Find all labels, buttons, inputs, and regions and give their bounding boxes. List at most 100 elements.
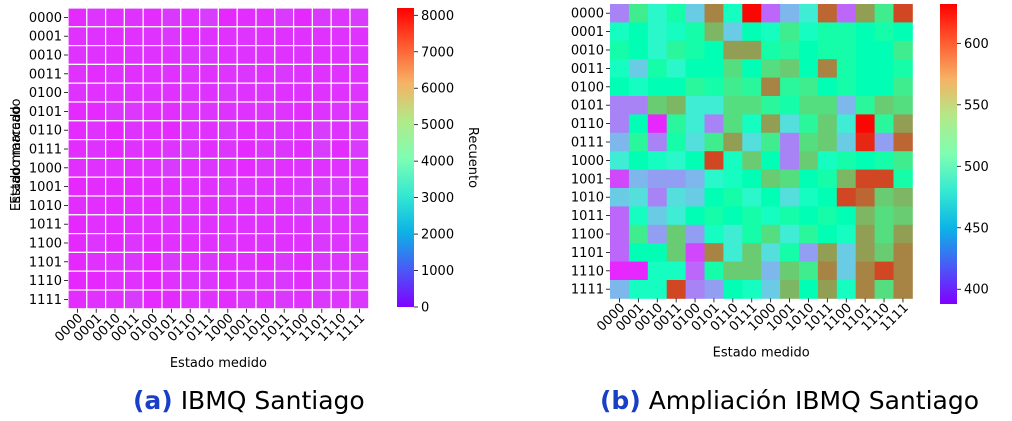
heatmap-cell [836,261,857,281]
heatmap-cell [685,280,705,299]
heatmap-cell [817,151,838,170]
heatmap-cell [255,176,276,197]
heatmap-cell [836,22,857,42]
heatmap-cell [255,44,276,65]
heatmap-cell [123,270,144,291]
heatmap-cell [780,169,800,189]
heatmap-cell [293,289,314,310]
heatmap-cell [330,82,351,103]
heatmap-cell [874,114,894,134]
heatmap-cell [274,233,295,254]
heatmap-cell [161,63,182,84]
y-tick-label: 1001 [571,172,604,187]
heatmap-cell [199,26,220,47]
heatmap-cell [311,44,332,65]
heatmap-cell [161,7,182,28]
heatmap-cell [723,280,743,299]
heatmap-cell [180,176,201,197]
heatmap-cell [780,243,800,262]
heatmap-cell [349,44,370,65]
heatmap-cell [274,44,295,65]
heatmap-cell [742,224,762,244]
heatmap-cell [180,195,201,216]
heatmap-cell [142,289,163,310]
y-tick-label: 0100 [29,86,62,101]
heatmap-cell [855,206,875,226]
heatmap-cell [104,214,125,235]
heatmap-cell [86,26,107,47]
heatmap-cell [161,44,182,65]
heatmap-cell [199,44,220,65]
heatmap-cell [817,4,838,23]
heatmap-cell [836,280,857,299]
heatmap-cell [817,114,838,134]
heatmap-cell [761,4,781,23]
heatmap-cell [330,251,351,272]
heatmap-cell [666,151,686,170]
heatmap-cell [855,243,875,262]
heatmap-cell [666,59,686,78]
heatmap-cell [685,22,705,42]
heatmap-cell [142,176,163,197]
heatmap-cell [610,132,630,152]
heatmap-cell [274,176,295,197]
heatmap-cell [855,40,875,60]
colorbar-tick-label: 2000 [421,228,454,243]
heatmap-cell [761,77,781,97]
colorbar-label: Recuento [1008,123,1012,184]
heatmap-cell [67,7,88,28]
heatmap-cell [255,101,276,122]
heatmap-cell [836,77,857,97]
heatmap-cell [780,59,800,78]
heatmap-cell [236,289,257,310]
heatmap-cell [647,224,668,244]
heatmap-cell [349,176,370,197]
y-tick-label: 0010 [571,44,604,59]
heatmap-cell [610,224,630,244]
colorbar-label: Recuento [465,127,480,188]
heatmap-cell [199,63,220,84]
heatmap-cell [610,22,630,42]
heatmap-cell [123,157,144,178]
heatmap-cell [799,132,819,152]
heatmap-cell [217,120,238,141]
heatmap-cell [349,157,370,178]
colorbar-tick-label: 4000 [421,155,454,170]
heatmap-cell [666,206,686,226]
colorbar-tick-label: 6000 [421,82,454,97]
heatmap-cell [311,7,332,28]
heatmap-cell [647,59,668,78]
heatmap-cell [628,243,649,262]
heatmap-cell [217,176,238,197]
heatmap-cell [293,157,314,178]
heatmap-cell [311,251,332,272]
heatmap-cell [704,243,724,262]
heatmap-cell [817,224,838,244]
heatmap-cell [799,280,819,299]
heatmap-cell [685,96,705,115]
heatmap-cell [161,289,182,310]
heatmap-cell [330,233,351,254]
heatmap-cell [86,7,107,28]
heatmap-cell [217,139,238,160]
heatmap-cell [67,101,88,122]
heatmap-cell [311,233,332,254]
heatmap-cell [236,157,257,178]
heatmap-cell [893,132,913,152]
heatmap-cell [217,251,238,272]
heatmap-cell [217,195,238,216]
heatmap-cell [723,40,743,60]
heatmap-cell [647,188,668,207]
heatmap-cell [685,59,705,78]
heatmap-cell [874,206,894,226]
heatmap-cell [761,151,781,170]
heatmap-cell [893,40,913,60]
heatmap-cell [67,63,88,84]
heatmap-cell [311,26,332,47]
heatmap-cell [874,243,894,262]
heatmap-cell [274,101,295,122]
heatmap-cell [274,120,295,141]
heatmap-cell [161,26,182,47]
heatmap-cell [180,157,201,178]
heatmap-cell [836,114,857,134]
